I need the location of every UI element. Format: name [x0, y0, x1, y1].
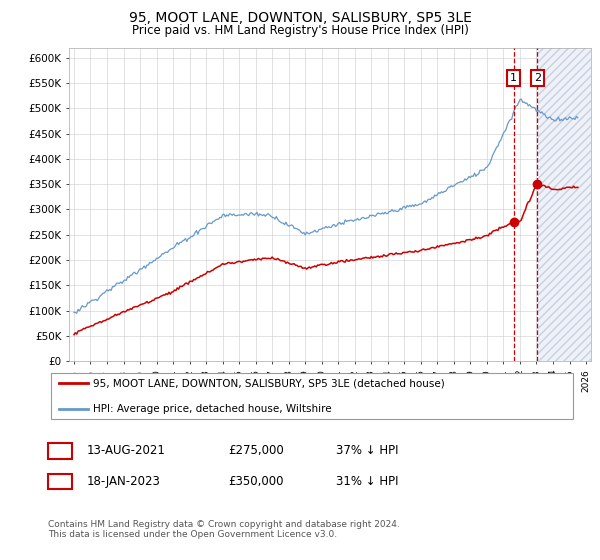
Text: £275,000: £275,000 [228, 444, 284, 458]
Text: 13-AUG-2021: 13-AUG-2021 [87, 444, 166, 458]
Text: 31% ↓ HPI: 31% ↓ HPI [336, 475, 398, 488]
Text: 1: 1 [510, 73, 517, 83]
Text: 18-JAN-2023: 18-JAN-2023 [87, 475, 161, 488]
Bar [538, 48, 595, 361]
Text: 1: 1 [56, 444, 64, 458]
Text: Contains HM Land Registry data © Crown copyright and database right 2024.
This d: Contains HM Land Registry data © Crown c… [48, 520, 400, 539]
Text: 95, MOOT LANE, DOWNTON, SALISBURY, SP5 3LE: 95, MOOT LANE, DOWNTON, SALISBURY, SP5 3… [128, 11, 472, 25]
Text: 95, MOOT LANE, DOWNTON, SALISBURY, SP5 3LE (detached house): 95, MOOT LANE, DOWNTON, SALISBURY, SP5 3… [93, 379, 445, 388]
Text: 2: 2 [534, 73, 541, 83]
Text: HPI: Average price, detached house, Wiltshire: HPI: Average price, detached house, Wilt… [93, 404, 332, 413]
Text: £350,000: £350,000 [228, 475, 284, 488]
Text: 37% ↓ HPI: 37% ↓ HPI [336, 444, 398, 458]
Bar [538, 48, 595, 361]
FancyBboxPatch shape [50, 374, 574, 419]
Text: Price paid vs. HM Land Registry's House Price Index (HPI): Price paid vs. HM Land Registry's House … [131, 24, 469, 36]
Text: 2: 2 [56, 475, 64, 488]
